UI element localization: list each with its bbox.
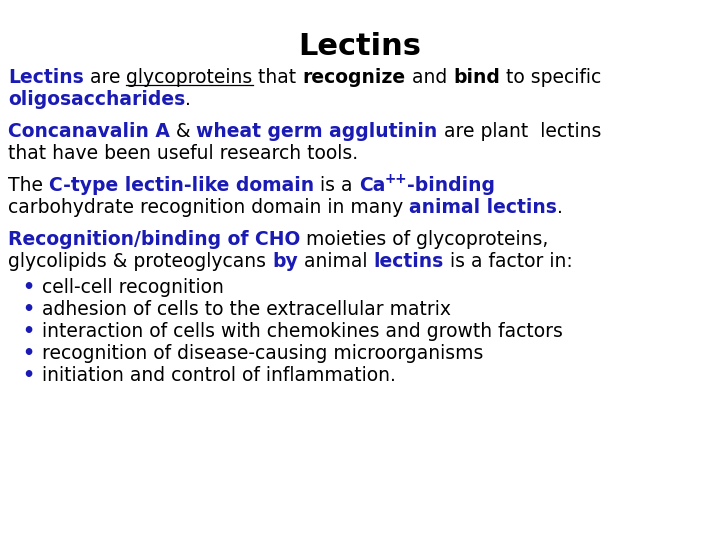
- Text: by: by: [272, 252, 298, 271]
- Text: to specific: to specific: [500, 68, 601, 87]
- Text: glycolipids & proteoglycans: glycolipids & proteoglycans: [8, 252, 272, 271]
- Text: cell-cell recognition: cell-cell recognition: [42, 278, 224, 297]
- Text: that: that: [253, 68, 302, 87]
- Text: glycoproteins: glycoproteins: [126, 68, 253, 87]
- Text: lectins: lectins: [373, 252, 444, 271]
- Text: and: and: [406, 68, 453, 87]
- Text: .: .: [557, 198, 563, 217]
- Text: are: are: [84, 68, 126, 87]
- Text: is a factor in:: is a factor in:: [444, 252, 572, 271]
- Text: recognize: recognize: [302, 68, 406, 87]
- Text: C-type lectin-like domain: C-type lectin-like domain: [49, 176, 314, 195]
- Text: .: .: [185, 90, 191, 109]
- Text: animal lectins: animal lectins: [409, 198, 557, 217]
- Text: bind: bind: [453, 68, 500, 87]
- Text: adhesion of cells to the extracellular matrix: adhesion of cells to the extracellular m…: [42, 300, 451, 319]
- Text: Lectins: Lectins: [299, 32, 421, 61]
- Text: carbohydrate recognition domain in many: carbohydrate recognition domain in many: [8, 198, 409, 217]
- Text: &: &: [170, 122, 197, 141]
- Text: animal: animal: [298, 252, 373, 271]
- Text: wheat germ agglutinin: wheat germ agglutinin: [197, 122, 438, 141]
- Text: •: •: [22, 322, 34, 341]
- Text: •: •: [22, 278, 34, 297]
- Text: •: •: [22, 300, 34, 319]
- Text: -binding: -binding: [408, 176, 495, 195]
- Text: initiation and control of inflammation.: initiation and control of inflammation.: [42, 366, 396, 385]
- Text: •: •: [22, 344, 34, 363]
- Text: oligosaccharides: oligosaccharides: [8, 90, 185, 109]
- Text: Concanavalin A: Concanavalin A: [8, 122, 170, 141]
- Text: Recognition/binding of CHO: Recognition/binding of CHO: [8, 230, 300, 249]
- Text: ++: ++: [385, 172, 408, 186]
- Text: •: •: [22, 366, 34, 385]
- Text: interaction of cells with chemokines and growth factors: interaction of cells with chemokines and…: [42, 322, 563, 341]
- Text: The: The: [8, 176, 49, 195]
- Text: is a: is a: [314, 176, 359, 195]
- Text: are plant  lectins: are plant lectins: [438, 122, 601, 141]
- Text: moieties of glycoproteins,: moieties of glycoproteins,: [300, 230, 549, 249]
- Text: Lectins: Lectins: [8, 68, 84, 87]
- Text: Ca: Ca: [359, 176, 385, 195]
- Text: that have been useful research tools.: that have been useful research tools.: [8, 144, 358, 163]
- Text: recognition of disease-causing microorganisms: recognition of disease-causing microorga…: [42, 344, 483, 363]
